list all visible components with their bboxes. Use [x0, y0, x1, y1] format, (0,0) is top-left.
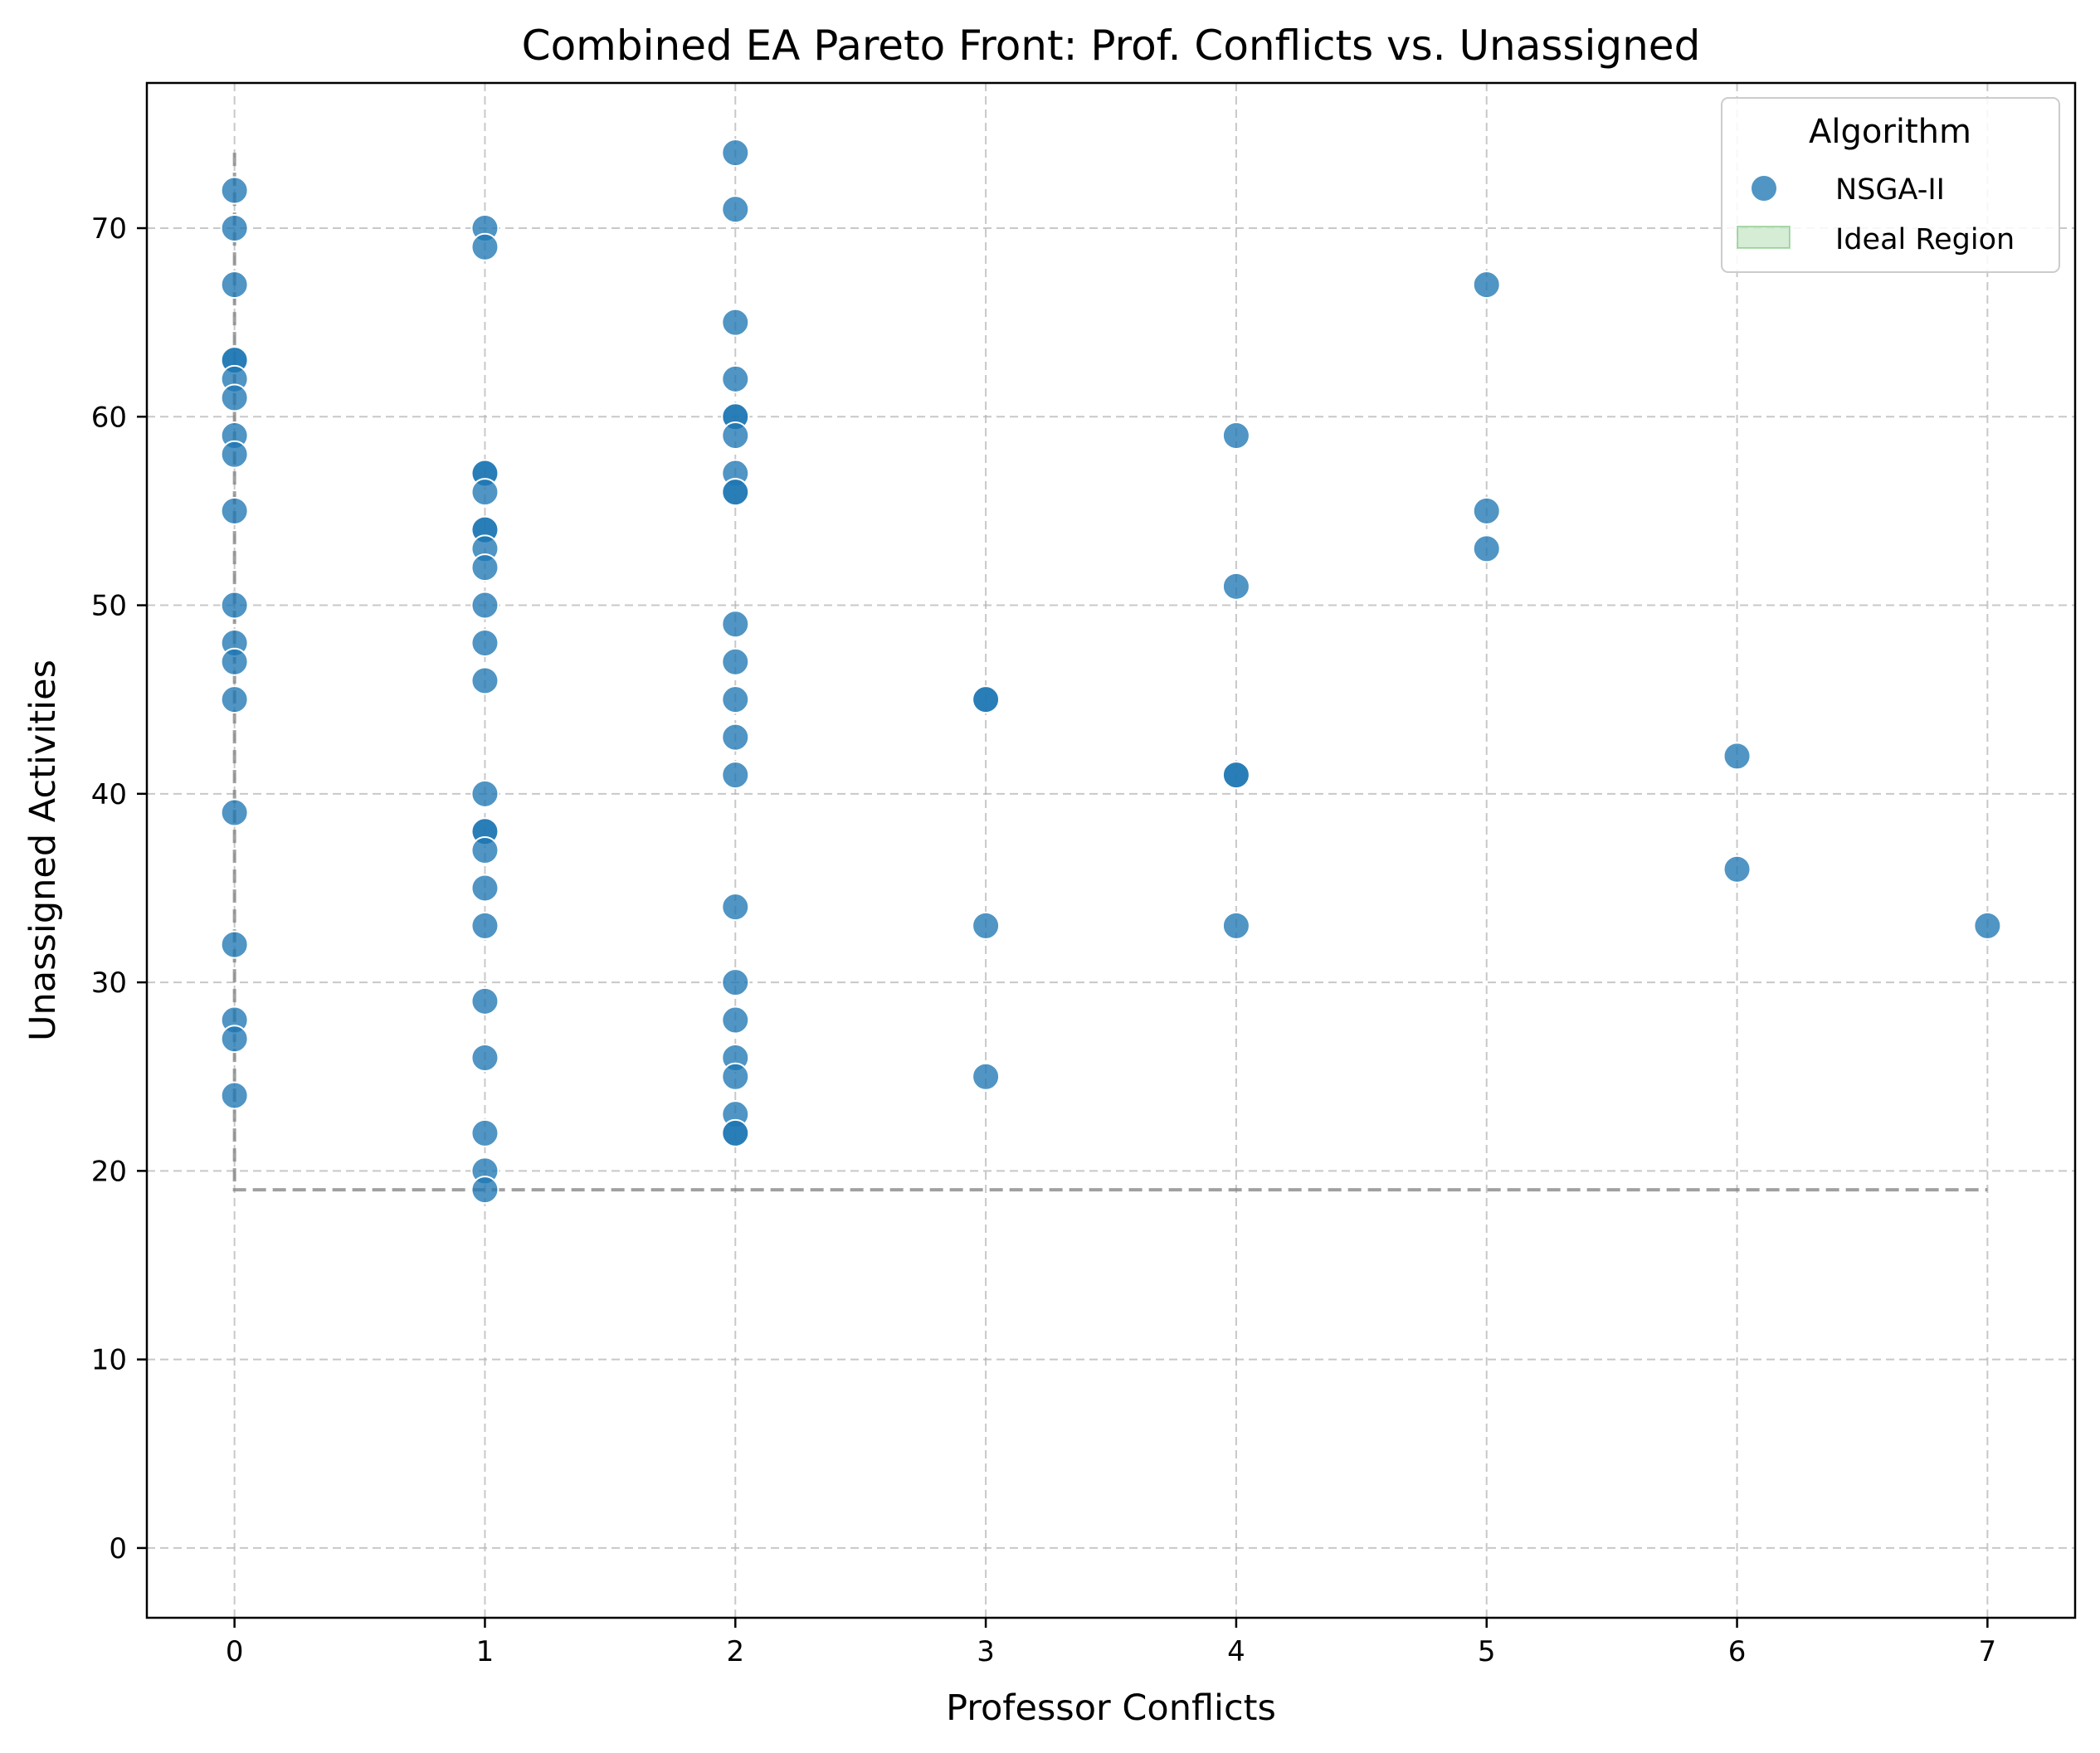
data-point — [1973, 911, 2002, 940]
data-point — [470, 911, 499, 940]
y-tick-label: 70 — [91, 212, 127, 246]
legend-marker-ideal-region — [1737, 226, 1791, 249]
data-point — [470, 1176, 499, 1205]
legend: Algorithm NSGA-II Ideal Region — [1721, 97, 2060, 273]
data-point — [721, 1006, 750, 1035]
data-point — [220, 647, 249, 676]
legend-marker-nsga-ii — [1750, 174, 1778, 202]
x-axis-ticks: 0 1 2 3 4 5 6 7 — [226, 1618, 1996, 1668]
data-point — [972, 1062, 1001, 1091]
x-tick-label: 6 — [1728, 1635, 1747, 1668]
data-point — [1472, 534, 1501, 563]
data-points — [220, 139, 2002, 1205]
data-point — [220, 214, 249, 242]
y-tick-label: 0 — [109, 1532, 127, 1566]
data-point — [721, 308, 750, 337]
y-tick-label: 50 — [91, 590, 127, 623]
data-point — [1472, 496, 1501, 525]
data-point — [470, 553, 499, 582]
data-point — [470, 629, 499, 657]
x-tick-label: 7 — [1979, 1635, 1997, 1668]
data-point — [220, 176, 249, 205]
x-tick-label: 4 — [1227, 1635, 1245, 1668]
y-tick-label: 10 — [91, 1344, 127, 1377]
data-point — [470, 1044, 499, 1072]
data-point — [1722, 742, 1752, 771]
data-point — [721, 478, 750, 507]
x-tick-label: 2 — [726, 1635, 744, 1668]
data-point — [220, 591, 249, 620]
data-point — [721, 364, 750, 393]
data-point — [721, 195, 750, 224]
legend-label-ideal-region: Ideal Region — [1835, 223, 2015, 256]
data-point — [721, 685, 750, 714]
data-point — [470, 591, 499, 620]
data-point — [721, 723, 750, 752]
data-point — [220, 1025, 249, 1054]
x-tick-label: 3 — [977, 1635, 995, 1668]
data-point — [220, 930, 249, 959]
x-tick-label: 5 — [1478, 1635, 1496, 1668]
data-point — [470, 779, 499, 808]
data-point — [1722, 855, 1752, 884]
data-point — [721, 968, 750, 997]
data-point — [220, 440, 249, 469]
data-point — [1221, 911, 1250, 940]
data-point — [721, 893, 750, 922]
data-point — [220, 798, 249, 827]
y-axis-label: Unassigned Activities — [22, 660, 64, 1041]
data-point — [1221, 572, 1250, 601]
x-tick-label: 0 — [226, 1635, 244, 1668]
data-point — [1221, 761, 1250, 790]
legend-box — [1721, 97, 2060, 273]
data-point — [220, 496, 249, 525]
y-tick-label: 40 — [91, 778, 127, 811]
data-point — [220, 383, 249, 412]
y-axis-ticks: 0 10 20 30 40 50 60 70 — [91, 212, 147, 1566]
chart-title: Combined EA Pareto Front: Prof. Conflict… — [522, 22, 1701, 70]
grid-layer — [147, 83, 2075, 1618]
data-point — [220, 685, 249, 714]
data-point — [721, 1118, 750, 1147]
data-point — [470, 666, 499, 695]
data-point — [972, 911, 1001, 940]
x-axis-label: Professor Conflicts — [946, 1687, 1276, 1729]
data-point — [470, 874, 499, 903]
x-tick-label: 1 — [476, 1635, 495, 1668]
data-point — [721, 647, 750, 676]
y-tick-label: 30 — [91, 967, 127, 1000]
data-point — [220, 270, 249, 299]
y-tick-label: 60 — [91, 401, 127, 434]
data-point — [1221, 421, 1250, 450]
data-point — [721, 1062, 750, 1091]
data-point — [470, 836, 499, 864]
data-point — [721, 610, 750, 639]
legend-label-nsga-ii: NSGA-II — [1835, 173, 1945, 207]
data-point — [470, 232, 499, 261]
data-point — [220, 1081, 249, 1110]
legend-title: Algorithm — [1809, 113, 1971, 151]
data-point — [1472, 270, 1501, 299]
data-point — [470, 1118, 499, 1147]
data-point — [470, 478, 499, 507]
data-point — [470, 986, 499, 1015]
data-point — [721, 139, 750, 168]
data-point — [721, 761, 750, 790]
data-point — [972, 685, 1001, 714]
data-point — [721, 421, 750, 450]
y-tick-label: 20 — [91, 1155, 127, 1188]
plot-area-frame — [145, 81, 2077, 1619]
